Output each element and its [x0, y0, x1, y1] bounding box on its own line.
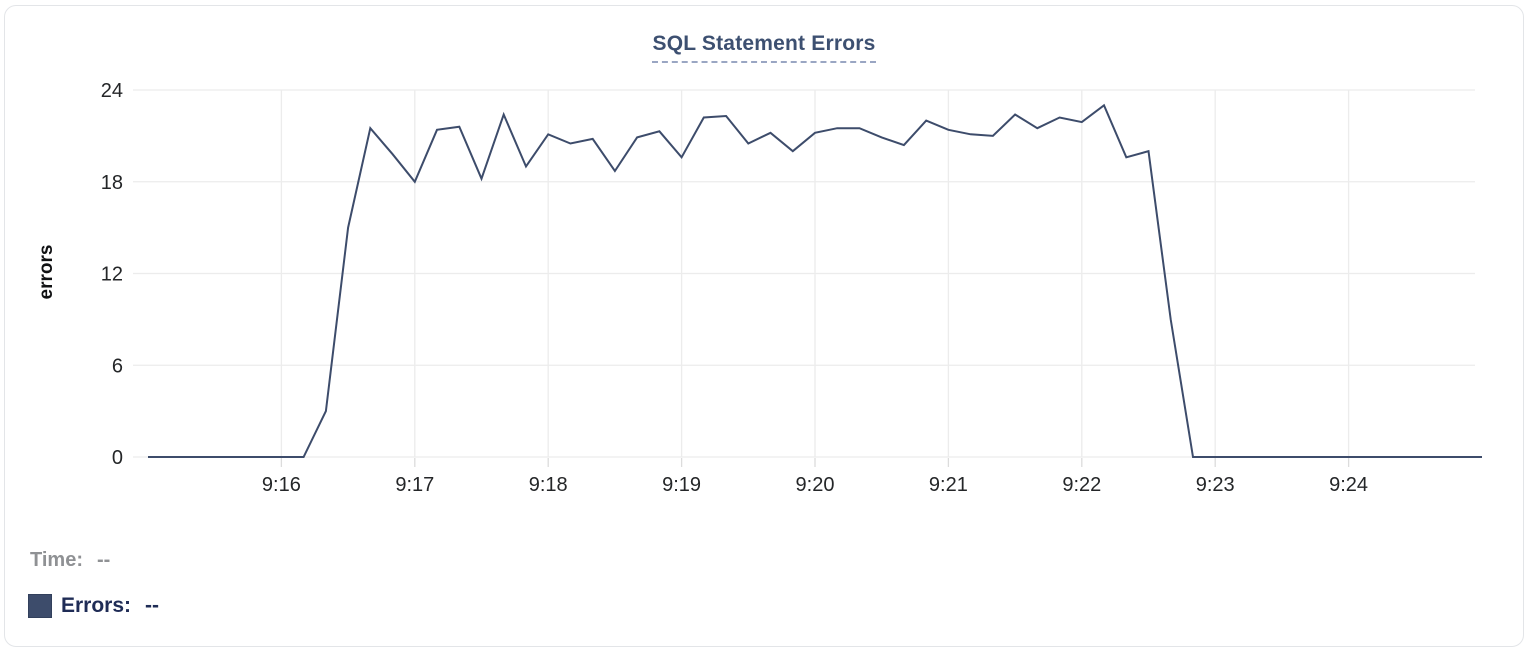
- x-axis-tick-label: 9:21: [929, 474, 968, 496]
- errors-series-line: [148, 103, 1482, 458]
- x-axis-tick-label: 9:24: [1329, 474, 1368, 496]
- chart-title[interactable]: SQL Statement Errors: [652, 32, 876, 63]
- y-axis-tick-label: 18: [101, 172, 123, 194]
- y-axis-tick-label: 6: [112, 355, 123, 377]
- y-axis-tick-label: 12: [101, 264, 123, 286]
- x-axis-tick-label: 9:16: [262, 474, 301, 496]
- errors-line-chart[interactable]: 0 6 12 18 24 9:16 9:17 9:18 9:19 9:20 9:21 9:22 9:23…: [5, 6, 1528, 518]
- errors-readout-value: --: [145, 594, 160, 617]
- x-axis-tick-label: 9:18: [529, 474, 568, 496]
- hover-readout-errors: Errors: --: [28, 594, 159, 618]
- y-axis-title: errors: [36, 245, 57, 300]
- time-readout-value: --: [96, 549, 111, 571]
- x-axis-tick-label: 9:23: [1196, 474, 1235, 496]
- x-axis-tick-label: 9:17: [395, 474, 434, 496]
- errors-series-swatch-icon: [28, 594, 52, 618]
- chart-title-row: SQL Statement Errors: [5, 32, 1523, 63]
- hover-readout-time: Time: --: [30, 549, 110, 572]
- x-axis-tick-label: 9:20: [796, 474, 835, 496]
- y-axis-tick-label: 24: [101, 80, 123, 102]
- y-axis-tick-label: 0: [112, 447, 123, 469]
- chart-card: SQL Statement Errors 0 6 12 18 24 9:16 9:17 9:1…: [4, 5, 1524, 647]
- x-axis-tick-label: 9:22: [1062, 474, 1101, 496]
- time-readout-label: Time:: [30, 549, 83, 571]
- x-axis-tick-label: 9:19: [662, 474, 701, 496]
- errors-readout-label: Errors:: [61, 594, 132, 617]
